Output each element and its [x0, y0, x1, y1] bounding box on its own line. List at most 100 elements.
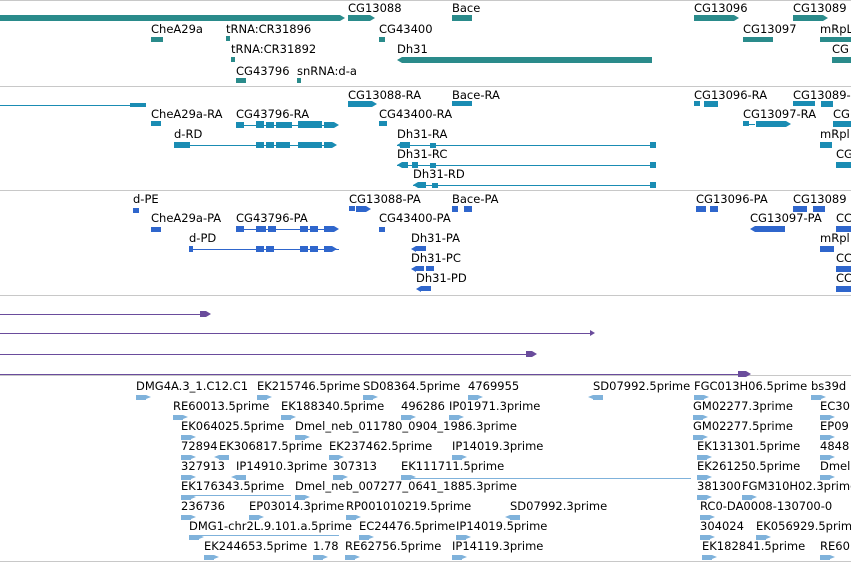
feature-label[interactable]: CG43400-RA [379, 107, 453, 121]
est-block[interactable] [204, 555, 214, 560]
feature-block[interactable] [696, 206, 706, 212]
feature-block[interactable] [348, 101, 372, 107]
feature-block[interactable] [833, 121, 851, 127]
feature-label[interactable]: 1.78 [313, 539, 339, 553]
feature-block[interactable] [174, 142, 190, 148]
est-block[interactable] [449, 415, 459, 420]
feature-label[interactable]: Dmel [820, 459, 851, 473]
feature-block[interactable] [140, 103, 146, 107]
feature-label[interactable]: EP09 [820, 419, 849, 433]
est-block[interactable] [820, 415, 830, 420]
feature-label[interactable]: CG13096-PA [696, 192, 768, 206]
est-block[interactable] [820, 455, 830, 460]
feature-label[interactable]: snRNA:d-a [297, 64, 357, 78]
feature-block[interactable] [650, 142, 656, 148]
gene-block[interactable] [0, 15, 340, 21]
feature-block[interactable] [430, 163, 436, 168]
feature-block[interactable] [416, 266, 424, 271]
feature-block[interactable] [402, 162, 408, 168]
feature-label[interactable]: SD07992.3prime [510, 499, 608, 513]
est-block[interactable] [693, 415, 703, 420]
feature-label[interactable]: SD08364.5prime [363, 379, 461, 393]
est-block[interactable] [510, 515, 520, 520]
est-block[interactable] [401, 475, 411, 480]
feature-label[interactable]: bs39d [811, 379, 847, 393]
est-block[interactable] [811, 395, 821, 400]
feature-block[interactable] [276, 122, 292, 128]
feature-label[interactable]: CG13096-RA [694, 88, 768, 102]
gene-block[interactable] [379, 37, 385, 42]
est-block[interactable] [468, 395, 478, 400]
feature-block[interactable] [526, 351, 532, 357]
feature-label[interactable]: 72894 [181, 439, 218, 453]
feature-block[interactable] [694, 101, 700, 106]
feature-label[interactable]: 496286 [401, 399, 445, 413]
est-block[interactable] [257, 395, 267, 400]
feature-label[interactable]: 307313 [333, 459, 377, 473]
est-block[interactable] [700, 515, 710, 520]
feature-label[interactable]: Dh31-PA [411, 231, 460, 245]
feature-block[interactable] [324, 226, 334, 232]
feature-label[interactable]: CG43400 [379, 22, 433, 36]
feature-label[interactable]: d-PE [133, 192, 159, 206]
feature-block[interactable] [256, 226, 266, 232]
feature-label[interactable]: IP01971.3prime [449, 399, 541, 413]
feature-block[interactable] [200, 311, 206, 317]
feature-block[interactable] [324, 142, 332, 148]
feature-label[interactable]: EK182841.5prime [702, 539, 806, 553]
feature-block[interactable] [266, 246, 274, 252]
gene-block[interactable] [832, 57, 851, 63]
feature-label[interactable]: 4769955 [468, 379, 520, 393]
est-block[interactable] [346, 515, 356, 520]
feature-label[interactable]: CG [836, 147, 851, 161]
feature-label[interactable]: EK237462.5prime [329, 439, 433, 453]
feature-label[interactable]: 4848 [820, 439, 850, 453]
feature-block[interactable] [430, 143, 436, 148]
feature-block[interactable] [756, 121, 786, 127]
feature-label[interactable]: 304024 [700, 519, 744, 533]
feature-label[interactable]: Bace-RA [452, 88, 500, 102]
feature-label[interactable]: CG13089- [793, 88, 851, 102]
feature-label[interactable]: CG13089 [793, 192, 847, 206]
feature-block[interactable] [820, 142, 832, 148]
est-block[interactable] [820, 475, 830, 480]
feature-block[interactable] [310, 226, 318, 232]
feature-label[interactable]: 236736 [181, 499, 225, 513]
feature-block[interactable] [813, 206, 825, 212]
est-block[interactable] [742, 495, 752, 500]
feature-label[interactable]: 327913 [181, 459, 225, 473]
est-block[interactable] [456, 535, 466, 540]
feature-label[interactable]: EK056929.5prime [756, 519, 851, 533]
feature-block[interactable] [650, 182, 656, 188]
feature-block[interactable] [256, 246, 264, 252]
feature-label[interactable]: EK131301.5prime [697, 439, 801, 453]
est-block[interactable] [189, 535, 199, 540]
feature-block[interactable] [418, 182, 426, 188]
feature-block[interactable] [298, 121, 322, 128]
feature-label[interactable]: EK306817.5prime [219, 439, 323, 453]
feature-block[interactable] [300, 226, 308, 232]
feature-block[interactable] [133, 208, 139, 213]
est-block[interactable] [333, 475, 343, 480]
gene-block[interactable] [452, 15, 472, 21]
feature-block[interactable] [421, 286, 431, 291]
feature-label[interactable]: CC [836, 271, 851, 285]
feature-label[interactable]: CG13097-PA [750, 211, 822, 225]
feature-label[interactable]: CG43400-PA [379, 211, 451, 225]
feature-label[interactable]: Dh31-RD [413, 167, 465, 181]
feature-label[interactable]: Dmel_neb_007277_0641_1885.3prime [295, 479, 517, 493]
feature-block[interactable] [276, 142, 290, 148]
feature-label[interactable]: d-RD [174, 127, 203, 141]
feature-block[interactable] [356, 206, 366, 212]
feature-label[interactable]: CG43796-PA [236, 211, 308, 225]
feature-block[interactable] [452, 101, 472, 106]
feature-block[interactable] [416, 246, 426, 251]
feature-block[interactable] [710, 206, 718, 212]
feature-label[interactable]: 381300 [697, 479, 741, 493]
feature-label[interactable]: RC0-DA0008-130700-0 [700, 499, 833, 513]
feature-label[interactable]: Bace [452, 1, 481, 15]
feature-label[interactable]: IP14119.3prime [452, 539, 544, 553]
est-block[interactable] [219, 455, 229, 460]
feature-label[interactable]: CG13089 [793, 1, 847, 15]
est-block[interactable] [281, 415, 291, 420]
